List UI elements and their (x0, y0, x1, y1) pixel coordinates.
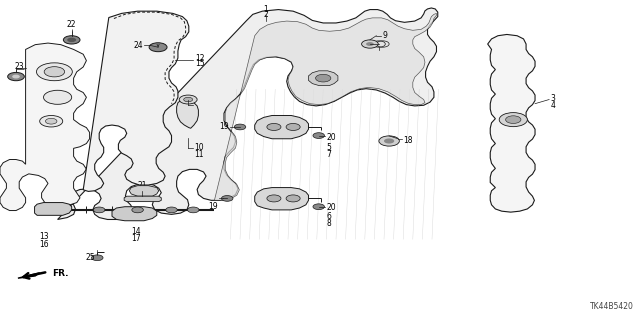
Text: 24: 24 (133, 41, 143, 50)
Circle shape (313, 133, 324, 138)
Polygon shape (255, 115, 308, 139)
Circle shape (40, 115, 63, 127)
Text: 13: 13 (38, 232, 49, 241)
Circle shape (286, 195, 300, 202)
Circle shape (44, 67, 65, 77)
Circle shape (362, 40, 378, 48)
Text: 12: 12 (195, 54, 205, 63)
Circle shape (92, 255, 103, 261)
Circle shape (63, 36, 80, 44)
Text: 20: 20 (326, 133, 336, 142)
Polygon shape (308, 71, 338, 85)
Polygon shape (58, 8, 438, 219)
Text: FR.: FR. (52, 269, 69, 278)
Polygon shape (255, 188, 308, 210)
Text: 6: 6 (326, 212, 332, 221)
Text: 17: 17 (131, 234, 141, 243)
Text: 1: 1 (263, 5, 268, 14)
Circle shape (149, 43, 167, 52)
Circle shape (366, 42, 374, 46)
Circle shape (234, 124, 246, 130)
Circle shape (67, 38, 76, 42)
Text: 19: 19 (208, 202, 218, 211)
Circle shape (132, 207, 143, 213)
Text: 23: 23 (15, 63, 24, 71)
Text: 2: 2 (263, 10, 268, 19)
Circle shape (166, 207, 177, 213)
Circle shape (499, 113, 527, 127)
Polygon shape (18, 273, 40, 278)
Circle shape (36, 63, 72, 81)
Circle shape (313, 204, 324, 210)
Polygon shape (35, 203, 72, 215)
Polygon shape (0, 43, 90, 211)
Text: 14: 14 (131, 227, 141, 236)
Text: 9: 9 (382, 31, 387, 40)
Polygon shape (129, 186, 159, 196)
Text: 4: 4 (550, 101, 556, 110)
Circle shape (384, 138, 394, 144)
Text: 22: 22 (67, 20, 76, 29)
Text: 10: 10 (195, 143, 204, 152)
Circle shape (286, 123, 300, 130)
Circle shape (8, 72, 24, 81)
Circle shape (12, 75, 20, 78)
Text: 7: 7 (326, 150, 332, 159)
Text: 3: 3 (550, 94, 556, 103)
Text: 11: 11 (195, 150, 204, 159)
Circle shape (44, 90, 72, 104)
Text: 19: 19 (220, 122, 229, 131)
Text: 8: 8 (326, 219, 331, 228)
Circle shape (267, 195, 281, 202)
Circle shape (184, 97, 193, 102)
Circle shape (188, 207, 199, 213)
Polygon shape (488, 34, 535, 212)
Text: 15: 15 (195, 59, 205, 68)
Text: TK44B5420: TK44B5420 (589, 302, 634, 311)
Text: 20: 20 (326, 204, 336, 212)
Polygon shape (124, 196, 161, 202)
Polygon shape (112, 207, 157, 221)
Polygon shape (214, 13, 436, 200)
Text: 16: 16 (38, 240, 49, 249)
Circle shape (267, 123, 281, 130)
Text: 18: 18 (403, 137, 413, 145)
Circle shape (45, 118, 57, 124)
Circle shape (316, 74, 331, 82)
Circle shape (221, 196, 233, 201)
Text: 5: 5 (326, 143, 332, 152)
Text: 21: 21 (138, 181, 147, 190)
Text: 25: 25 (85, 253, 95, 262)
Polygon shape (177, 100, 198, 128)
Circle shape (506, 116, 521, 123)
Circle shape (379, 136, 399, 146)
Circle shape (93, 207, 105, 213)
Polygon shape (83, 11, 189, 191)
Circle shape (179, 95, 197, 104)
